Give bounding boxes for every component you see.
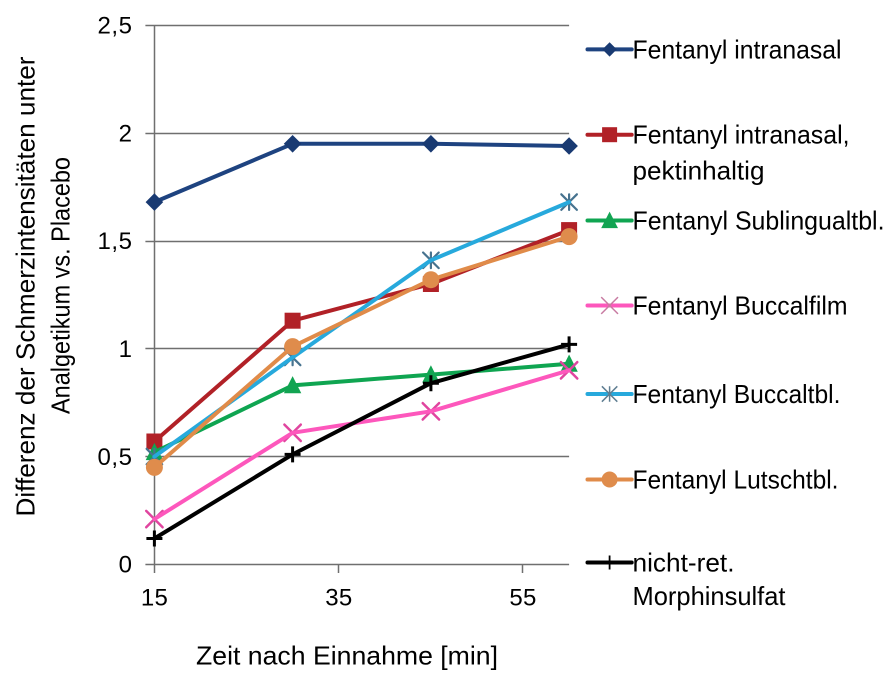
svg-text:15: 15 <box>141 585 168 612</box>
svg-text:2,5: 2,5 <box>98 13 133 40</box>
svg-text:Zeit nach Einnahme [min]: Zeit nach Einnahme [min] <box>196 640 498 670</box>
svg-text:1,5: 1,5 <box>98 228 133 255</box>
svg-text:Fentanyl Buccalfilm: Fentanyl Buccalfilm <box>633 291 848 321</box>
svg-text:2: 2 <box>119 120 132 147</box>
svg-text:0: 0 <box>119 552 132 579</box>
svg-text:1: 1 <box>119 336 132 363</box>
svg-text:Fentanyl Buccaltbl.: Fentanyl Buccaltbl. <box>633 379 841 409</box>
svg-text:Fentanyl Lutschtbl.: Fentanyl Lutschtbl. <box>633 465 839 495</box>
svg-text:Fentanyl intranasal,: Fentanyl intranasal, <box>633 120 850 150</box>
svg-text:nicht-ret.: nicht-ret. <box>633 548 735 578</box>
svg-text:55: 55 <box>509 585 536 612</box>
svg-text:Fentanyl intranasal: Fentanyl intranasal <box>633 34 842 64</box>
svg-text:0,5: 0,5 <box>98 444 133 471</box>
svg-text:Morphinsulfat: Morphinsulfat <box>633 581 787 611</box>
svg-text:Fentanyl Sublingualtbl.: Fentanyl Sublingualtbl. <box>633 206 885 236</box>
svg-text:Differenz der Schmerzintensitä: Differenz der Schmerzintensitäten unter <box>11 56 41 516</box>
svg-text:pektinhaltig: pektinhaltig <box>633 156 765 186</box>
svg-text:Analgetikum vs. Placebo: Analgetikum vs. Placebo <box>46 157 76 414</box>
svg-text:35: 35 <box>325 585 352 612</box>
